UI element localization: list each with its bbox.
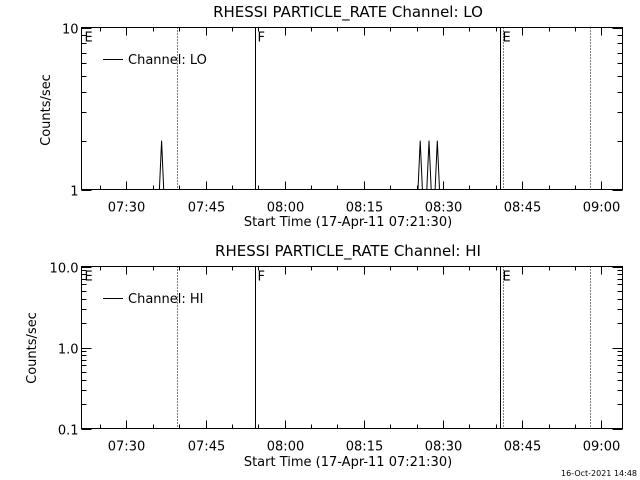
y-tick-label: 1.0 — [58, 343, 79, 358]
x-axis-label-hi: Start Time (17-Apr-11 07:21:30) — [244, 455, 452, 470]
panel-lo: RHESSI PARTICLE_RATE Channel: LO 07:30 07… — [39, 3, 623, 230]
y-axis-label-lo: Counts/sec — [39, 74, 54, 146]
x-tick-label: 08:45 — [504, 440, 541, 455]
x-axis-label-lo: Start Time (17-Apr-11 07:21:30) — [244, 215, 452, 230]
plot-frame-hi — [81, 266, 623, 429]
event-marker-label: F — [258, 270, 265, 285]
x-tick-label: 07:45 — [188, 440, 225, 455]
series-lo — [158, 140, 440, 190]
x-tick-label: 08:30 — [425, 440, 462, 455]
x-tick-label: 08:00 — [267, 440, 304, 455]
chart-title-hi: RHESSI PARTICLE_RATE Channel: HI — [215, 242, 481, 261]
x-ticks-lo: 07:30 07:45 08:00 08:15 08:30 08:45 09:00 — [100, 27, 620, 216]
y-tick-label: 0.1 — [58, 424, 79, 439]
series-line — [158, 140, 440, 190]
x-tick-label: 09:00 — [583, 201, 620, 216]
x-tick-label: 08:15 — [346, 440, 383, 455]
x-tick-label: 07:30 — [108, 440, 145, 455]
chart-title-lo: RHESSI PARTICLE_RATE Channel: LO — [213, 3, 483, 22]
event-marker-label: E — [503, 270, 511, 285]
x-ticks-hi: 07:30 07:45 08:00 08:15 08:30 08:45 09:00 — [100, 266, 620, 455]
y-tick-label: 10.0 — [50, 262, 79, 277]
x-tick-label: 09:00 — [583, 440, 620, 455]
event-marker-label: F — [258, 31, 265, 46]
x-tick-label: 07:30 — [108, 201, 145, 216]
legend-label-lo: Channel: LO — [128, 53, 207, 68]
y-tick-label: 1 — [70, 185, 78, 200]
x-tick-label: 07:45 — [188, 201, 225, 216]
y-ticks-hi: 10.0 1.0 0.1 — [50, 262, 623, 439]
legend-label-hi: Channel: HI — [128, 292, 204, 307]
x-tick-label: 08:30 — [425, 201, 462, 216]
event-marker-label: E — [85, 270, 93, 285]
x-tick-label: 08:45 — [504, 201, 541, 216]
event-marker-label: E — [85, 31, 93, 46]
panel-hi: RHESSI PARTICLE_RATE Channel: HI 07:30 07… — [25, 242, 623, 470]
y-tick-label: 10 — [62, 23, 79, 38]
x-tick-label: 08:00 — [267, 201, 304, 216]
event-marker-label: E — [503, 31, 511, 46]
y-ticks-lo: 10 1 — [62, 23, 623, 200]
footer-timestamp: 16-Oct-2021 14:48 — [561, 469, 637, 478]
y-axis-label-hi: Counts/sec — [25, 312, 40, 384]
x-tick-label: 08:15 — [346, 201, 383, 216]
